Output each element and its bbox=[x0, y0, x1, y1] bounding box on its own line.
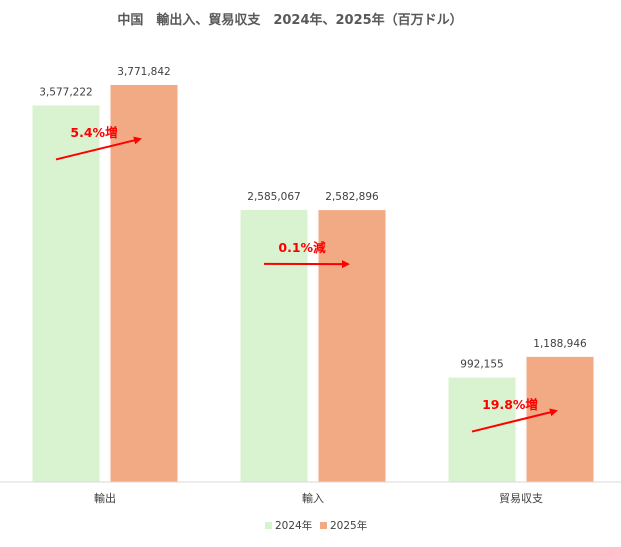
category-labels-group: 輸出 輸入 貿易収支 bbox=[94, 491, 543, 505]
value-label: 2,585,067 bbox=[247, 191, 300, 203]
change-annotation: 19.8%増 bbox=[482, 397, 538, 412]
change-annotation: 0.1%減 bbox=[278, 240, 326, 255]
bar-2-3 bbox=[527, 357, 594, 482]
legend-swatch bbox=[320, 522, 327, 529]
value-label: 992,155 bbox=[460, 359, 503, 371]
bar-1-1 bbox=[33, 105, 100, 482]
category-label: 貿易収支 bbox=[499, 492, 543, 505]
value-label: 1,188,946 bbox=[533, 338, 587, 350]
value-label: 3,577,222 bbox=[39, 86, 92, 98]
change-annotation: 5.4%増 bbox=[70, 125, 117, 140]
legend-label: 2025年 bbox=[330, 519, 367, 532]
chart-title: 中国 輸出入、貿易収支 2024年、2025年（百万ドル） bbox=[117, 12, 462, 28]
value-label: 3,771,842 bbox=[117, 66, 170, 78]
value-label: 2,582,896 bbox=[325, 191, 379, 203]
bar-2-2 bbox=[319, 210, 386, 482]
legend-label: 2024年 bbox=[275, 519, 312, 532]
legend-swatch bbox=[265, 522, 272, 529]
category-label: 輸出 bbox=[94, 491, 116, 505]
category-label: 輸入 bbox=[302, 491, 324, 505]
legend: 2024年 2025年 bbox=[265, 519, 367, 532]
